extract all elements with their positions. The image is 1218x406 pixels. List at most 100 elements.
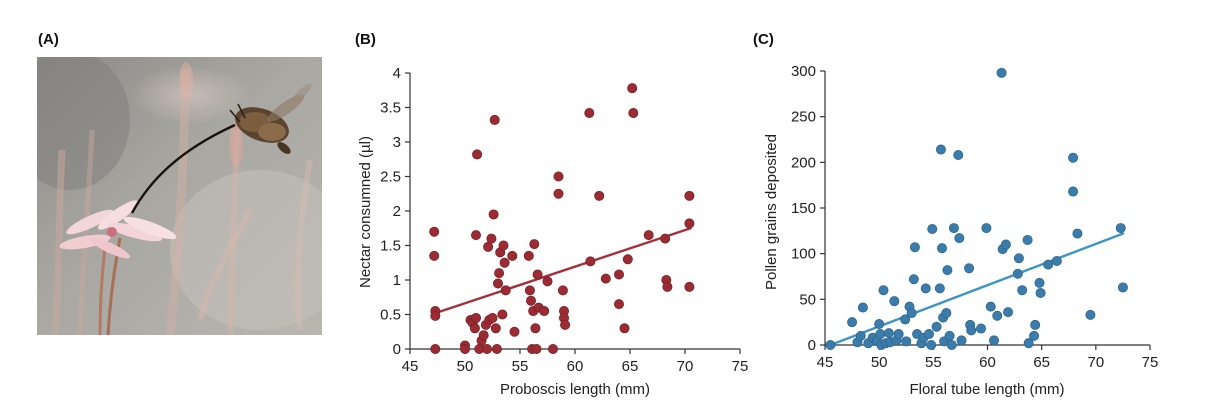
chart-b-point	[643, 230, 654, 241]
chart-c-point	[935, 144, 946, 155]
chart-b-axes: 45 50 55 60 65 70 75 0 0.5 1 1.5 2 2.5 3 3.5 4	[380, 65, 748, 375]
chart-c-point	[937, 243, 948, 254]
chart-b-point	[492, 278, 503, 289]
chart-b-point	[584, 108, 595, 119]
chart-c-point	[1023, 338, 1034, 349]
chart-c-point	[944, 330, 955, 341]
chart-c-y-tick-label: 250	[791, 109, 816, 126]
chart-b-point	[490, 323, 501, 334]
chart-b-point	[553, 171, 564, 182]
moth-proboscis	[130, 123, 236, 214]
chart-pollen-vs-tube: 45 50 55 60 65 70 75 0 50 100 150 200 250 300 Floral …	[763, 63, 1158, 398]
chart-c-point	[825, 339, 836, 350]
flower	[59, 200, 177, 259]
chart-c-point	[992, 310, 1003, 321]
chart-c-point	[989, 335, 1000, 346]
chart-b-y-tick-label: 0	[393, 341, 401, 358]
chart-c-x-tick-label: 55	[925, 354, 942, 371]
chart-c-point	[941, 308, 952, 319]
chart-b-point	[542, 276, 553, 287]
chart-c-point	[954, 233, 965, 244]
chart-c-point	[1043, 259, 1054, 270]
chart-b-point	[430, 343, 441, 354]
chart-b-y-tick-label: 3	[393, 134, 401, 151]
chart-c-point	[1030, 319, 1041, 330]
chart-b-point	[660, 233, 671, 244]
chart-c-point	[1017, 285, 1028, 296]
chart-c-point	[964, 263, 975, 274]
chart-b-point	[684, 218, 695, 229]
chart-b-trend-line	[434, 227, 692, 315]
chart-c-x-tick-label: 50	[871, 354, 888, 371]
chart-c-point	[893, 329, 904, 340]
chart-c-point	[874, 318, 885, 329]
chart-c-y-tick-label: 50	[799, 291, 816, 308]
chart-c-point	[1034, 277, 1045, 288]
chart-b-point	[594, 190, 605, 201]
chart-c-point	[976, 323, 987, 334]
chart-b-point	[430, 310, 441, 321]
chart-b-x-tick-label: 50	[457, 358, 474, 375]
chart-b-point	[498, 240, 509, 251]
panel-label-c: (C)	[753, 31, 774, 48]
chart-c-point	[1051, 255, 1062, 266]
chart-c-y-tick-label: 100	[791, 246, 816, 263]
chart-b-point	[429, 250, 440, 261]
chart-c-point	[857, 302, 868, 313]
chart-b-point	[470, 312, 481, 323]
chart-c-point	[966, 325, 977, 336]
chart-b-point	[470, 230, 481, 241]
chart-b-point	[469, 323, 480, 334]
chart-c-point	[953, 150, 964, 161]
chart-c-point	[1117, 282, 1128, 293]
chart-c-point	[1068, 152, 1079, 163]
chart-b-point	[614, 299, 625, 310]
chart-b-point	[553, 188, 564, 199]
chart-b-y-tick-label: 1.5	[380, 238, 401, 255]
chart-c-point	[924, 329, 935, 340]
chart-c-point	[1029, 330, 1040, 341]
chart-c-point	[920, 283, 931, 294]
chart-b-point	[483, 241, 494, 252]
chart-b-point	[548, 343, 559, 354]
chart-b-point	[662, 281, 673, 292]
chart-b-point	[600, 273, 611, 284]
chart-b-y-tick-label: 4	[393, 65, 401, 82]
chart-c-point	[855, 330, 866, 341]
chart-c-point	[1003, 307, 1014, 318]
chart-c-point	[956, 335, 967, 346]
chart-b-x-tick-label: 45	[402, 358, 419, 375]
chart-b-point	[526, 295, 537, 306]
chart-c-point	[906, 308, 917, 319]
chart-c-point	[926, 339, 937, 350]
chart-b-xlabel: Proboscis length (mm)	[500, 381, 650, 398]
chart-b-point	[622, 254, 633, 265]
chart-b-x-tick-label: 55	[512, 358, 529, 375]
chart-b-point	[500, 285, 511, 296]
chart-b-point	[539, 306, 550, 317]
chart-b-point	[507, 250, 518, 261]
chart-b-x-tick-label: 75	[732, 358, 749, 375]
chart-c-point	[878, 285, 889, 296]
chart-c-point	[889, 296, 900, 307]
chart-b-y-tick-label: 1	[393, 272, 401, 289]
chart-b-point	[531, 343, 542, 354]
chart-c-points	[825, 67, 1128, 350]
chart-b-point	[429, 226, 440, 237]
moth	[229, 83, 312, 154]
chart-b-point	[524, 285, 535, 296]
chart-b-point	[627, 83, 638, 94]
chart-c-point	[1072, 228, 1083, 239]
chart-c-x-tick-label: 70	[1087, 354, 1104, 371]
chart-c-point	[901, 336, 912, 347]
chart-c-point	[948, 223, 959, 234]
chart-b-point	[486, 233, 497, 244]
chart-c-y-tick-label: 0	[808, 337, 816, 354]
panel-label-b: (B)	[355, 31, 376, 48]
chart-c-x-tick-label: 60	[979, 354, 996, 371]
chart-b-y-tick-label: 3.5	[380, 100, 401, 117]
chart-b-point	[494, 268, 505, 279]
chart-c-point	[1068, 186, 1079, 197]
chart-c-point	[996, 67, 1007, 78]
